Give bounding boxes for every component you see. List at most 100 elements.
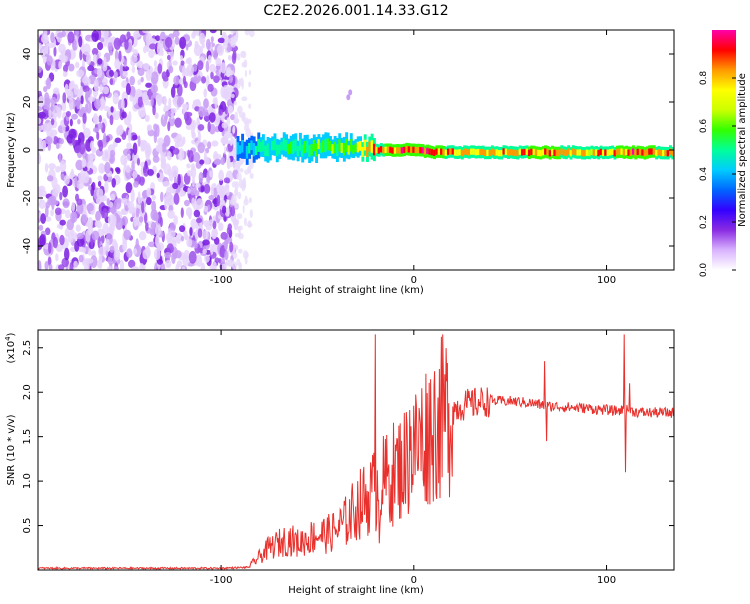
noise-blob	[207, 83, 214, 92]
ridge-core	[553, 149, 557, 156]
noise-blob	[58, 264, 65, 270]
noise-blob	[227, 259, 234, 268]
noise-blob	[100, 96, 105, 108]
ridge-core	[662, 149, 665, 157]
ridge-core	[414, 147, 418, 154]
noise-blob	[40, 213, 47, 224]
noise-blob	[189, 226, 193, 236]
noise-blob	[151, 194, 156, 201]
noise-blob	[73, 260, 78, 269]
noise-blob	[172, 30, 180, 38]
snr-marks	[38, 334, 674, 570]
noise-blob	[50, 96, 57, 105]
noise-blob	[233, 117, 240, 124]
ridge-core	[430, 149, 434, 156]
spectrogram-panel: -100 0 100 -40 -20 0 20 40 Height of straight l…	[6, 29, 675, 296]
noise-blob	[244, 195, 248, 202]
noise-blob	[164, 252, 172, 259]
noise-blob	[79, 49, 83, 61]
ridge-core	[502, 148, 506, 155]
noise-blob	[132, 170, 138, 179]
noise-blob	[136, 157, 141, 166]
ridge-core	[440, 148, 443, 155]
noise-blob	[125, 164, 131, 174]
ridge-core	[597, 150, 601, 157]
noise-blob	[237, 191, 242, 200]
noise-blob	[137, 135, 141, 147]
noise-blob	[109, 149, 116, 158]
ridge-core	[504, 148, 508, 155]
noise-blob	[97, 41, 104, 51]
colorbar-tick-label: 0.2	[699, 215, 709, 229]
noise-blob	[211, 140, 219, 147]
ridge-core	[516, 150, 520, 157]
noise-blob	[225, 188, 230, 197]
noise-blob	[241, 96, 248, 102]
ridge-core	[255, 145, 258, 155]
noise-blob	[221, 257, 226, 266]
ridge-core	[666, 150, 670, 157]
ridge-core	[366, 146, 369, 157]
noise-blob	[157, 63, 163, 74]
noise-blob	[203, 115, 211, 122]
noise-blob	[104, 181, 109, 194]
ridge-core	[391, 147, 395, 154]
noise-blob	[195, 198, 204, 210]
ridge-core	[627, 149, 631, 156]
noise-blob	[205, 38, 211, 50]
noise-blob	[155, 234, 160, 248]
ridge-core	[359, 141, 362, 151]
noise-blob	[87, 249, 92, 256]
noise-blob	[147, 124, 153, 131]
noise-blob	[216, 194, 221, 207]
ridge-core	[384, 146, 388, 153]
ridge-core	[544, 148, 548, 155]
noise-blob	[242, 177, 247, 187]
noise-blob	[180, 235, 184, 242]
noise-blob	[95, 197, 102, 205]
noise-blob	[60, 54, 68, 63]
noise-blob	[199, 32, 206, 45]
ridge-core	[500, 150, 504, 157]
ridge-core	[409, 146, 413, 153]
noise-blob	[76, 202, 84, 215]
noise-blob	[239, 111, 242, 118]
noise-blob	[62, 71, 68, 78]
noise-blob	[143, 45, 147, 54]
noise-blob	[197, 124, 205, 131]
noise-blob	[221, 122, 228, 129]
noise-blob	[242, 204, 245, 214]
noise-blob	[168, 97, 172, 110]
noise-blob	[116, 110, 120, 116]
noise-blob	[212, 228, 218, 240]
noise-blob	[164, 36, 173, 49]
noise-blob	[121, 80, 128, 89]
noise-blob	[188, 150, 194, 163]
noise-blob	[244, 255, 248, 265]
ridge-core	[479, 148, 483, 156]
ridge-core	[557, 149, 561, 157]
noise-blob	[192, 119, 197, 130]
noise-blob	[217, 222, 224, 232]
noise-blob	[79, 141, 86, 155]
noise-blob	[216, 44, 225, 56]
noise-blob	[121, 131, 127, 141]
noise-blob	[71, 137, 76, 147]
noise-blob	[163, 96, 167, 107]
noise-blob	[222, 42, 228, 50]
noise-blob	[241, 111, 246, 120]
noise-blob	[113, 241, 119, 252]
ridge-core	[527, 149, 531, 156]
noise-blob	[46, 175, 54, 182]
noise-blob	[210, 71, 214, 80]
noise-blob	[224, 262, 227, 270]
ridge-core	[514, 149, 517, 156]
noise-blob	[38, 260, 42, 270]
noise-blob	[240, 160, 243, 166]
noise-blob	[82, 76, 89, 84]
noise-blob	[191, 197, 196, 207]
noise-blob	[68, 97, 74, 111]
noise-blob	[201, 76, 207, 84]
ridge-core	[470, 148, 474, 155]
ridge-core	[298, 138, 302, 152]
